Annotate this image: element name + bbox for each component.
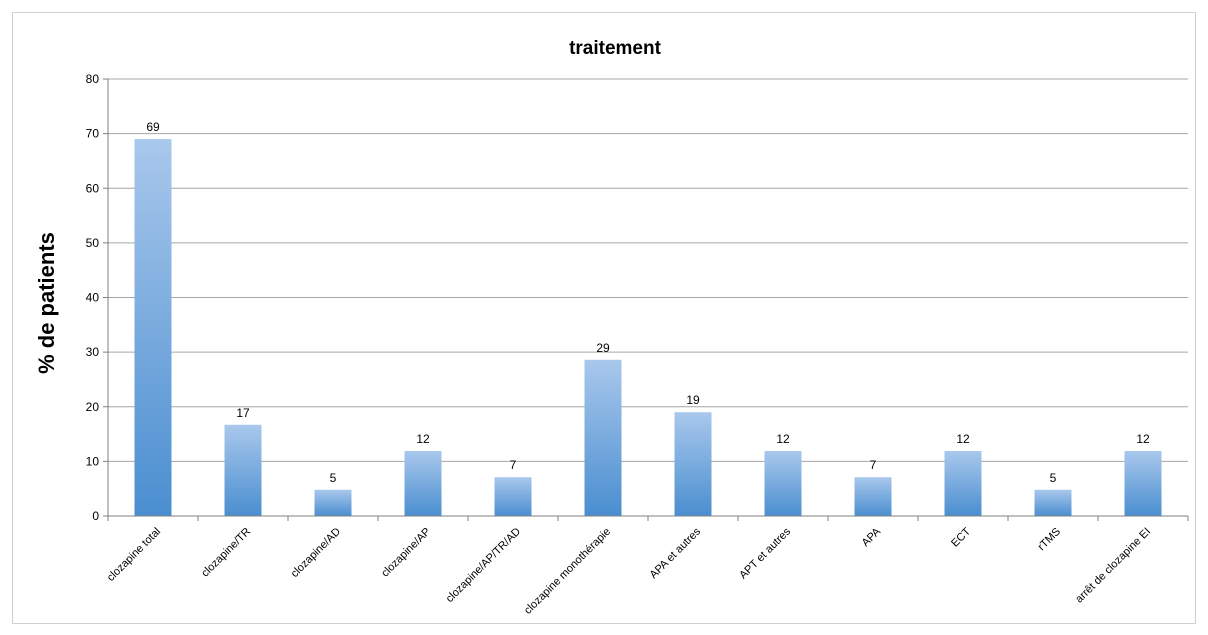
x-tick-label: clozapine/AP <box>379 526 433 580</box>
data-label: 12 <box>416 432 430 446</box>
y-tick-label: 70 <box>86 127 100 141</box>
x-tick-label: clozapine/TR <box>199 526 253 580</box>
x-tick-label: arrêt de clozapine EI <box>1073 526 1153 606</box>
chart-title: traitement <box>569 38 662 59</box>
bar <box>404 450 442 516</box>
x-tick-label: clozapine monothérapie <box>522 526 613 617</box>
y-tick-label: 0 <box>92 509 99 523</box>
y-tick-label: 40 <box>86 291 100 305</box>
x-tick-label: APA et autres <box>648 525 704 581</box>
bar <box>134 139 172 516</box>
bar <box>314 489 352 516</box>
data-label: 7 <box>510 458 517 472</box>
bar <box>674 412 712 516</box>
y-tick-label: 20 <box>86 400 100 414</box>
labels: 0 10 20 30 40 50 60 70 80 69 clozapine total 17 cloz… <box>86 72 1153 617</box>
data-label: 5 <box>330 471 337 485</box>
y-tick-label: 30 <box>86 345 100 359</box>
bars <box>134 139 1162 516</box>
bar <box>944 450 982 516</box>
data-label: 7 <box>870 458 877 472</box>
data-label: 12 <box>776 432 790 446</box>
bar <box>494 477 532 516</box>
y-tick-label: 80 <box>86 72 100 86</box>
y-tick-label: 50 <box>86 236 100 250</box>
y-axis-label: % de patients <box>34 232 59 374</box>
x-tick-label: rTMS <box>1036 526 1063 553</box>
x-tick-label: APA <box>860 525 884 549</box>
y-tick-label: 60 <box>86 181 100 195</box>
data-label: 69 <box>146 120 160 134</box>
data-label: 19 <box>686 393 700 407</box>
bar <box>1034 489 1072 516</box>
x-tick-label: clozapine total <box>105 526 163 584</box>
bar <box>224 424 262 516</box>
bar <box>1124 450 1162 516</box>
bar <box>854 477 892 516</box>
gridlines <box>108 78 1188 462</box>
data-label: 5 <box>1050 471 1057 485</box>
x-tick-label: ECT <box>949 525 973 549</box>
bar <box>764 450 802 516</box>
chart-frame <box>12 12 1196 624</box>
data-label: 12 <box>956 432 970 446</box>
x-tick-label: clozapine/AP/TR/AD <box>444 526 523 605</box>
y-tick-label: 10 <box>86 454 100 468</box>
x-tick-label: APT et autres <box>737 525 793 581</box>
data-label: 17 <box>236 406 250 420</box>
bar <box>584 359 622 516</box>
data-label: 12 <box>1136 432 1150 446</box>
axes <box>103 78 1189 521</box>
x-tick-label: clozapine/AD <box>289 526 343 580</box>
data-label: 29 <box>596 341 610 355</box>
